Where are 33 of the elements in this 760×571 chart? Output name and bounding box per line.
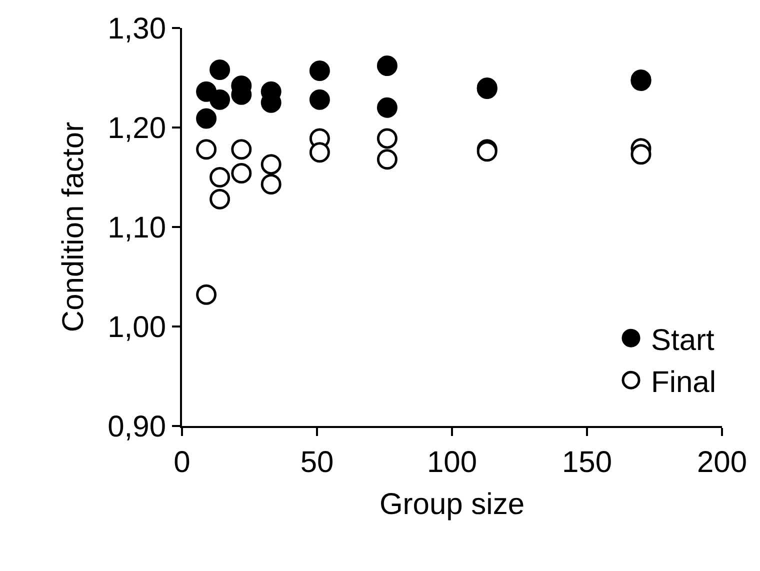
y-tick-label: 1,20	[108, 112, 166, 145]
point	[231, 163, 252, 184]
point	[231, 139, 252, 160]
point	[260, 154, 282, 175]
point	[630, 144, 652, 165]
point	[210, 60, 230, 80]
legend-label: Final	[651, 366, 716, 399]
point	[210, 89, 230, 110]
point	[376, 149, 398, 170]
point	[376, 97, 398, 118]
point	[210, 188, 230, 210]
y-axis-title: Condition factor	[57, 122, 90, 332]
point	[196, 284, 217, 305]
y-tick-label: 1,30	[108, 12, 166, 46]
y-tick-label: 0,90	[108, 410, 166, 444]
y-tick-label: 1,00	[108, 311, 166, 344]
x-axis-title: Group size	[379, 488, 525, 521]
x-tick-label: 0	[174, 446, 190, 479]
point	[309, 142, 330, 163]
point	[196, 139, 217, 160]
y-tick-label: 1,10	[108, 212, 166, 244]
point	[210, 167, 230, 188]
point	[196, 108, 217, 129]
point	[309, 89, 330, 110]
point	[376, 128, 398, 149]
x-tick-label: 150	[562, 446, 612, 479]
point	[309, 60, 330, 82]
x-tick-label: 50	[300, 446, 334, 479]
x-tick-label: 200	[696, 446, 748, 479]
point	[260, 174, 282, 194]
legend-label: Start	[651, 324, 716, 357]
point	[376, 56, 398, 76]
x-tick-label: 100	[426, 446, 478, 479]
